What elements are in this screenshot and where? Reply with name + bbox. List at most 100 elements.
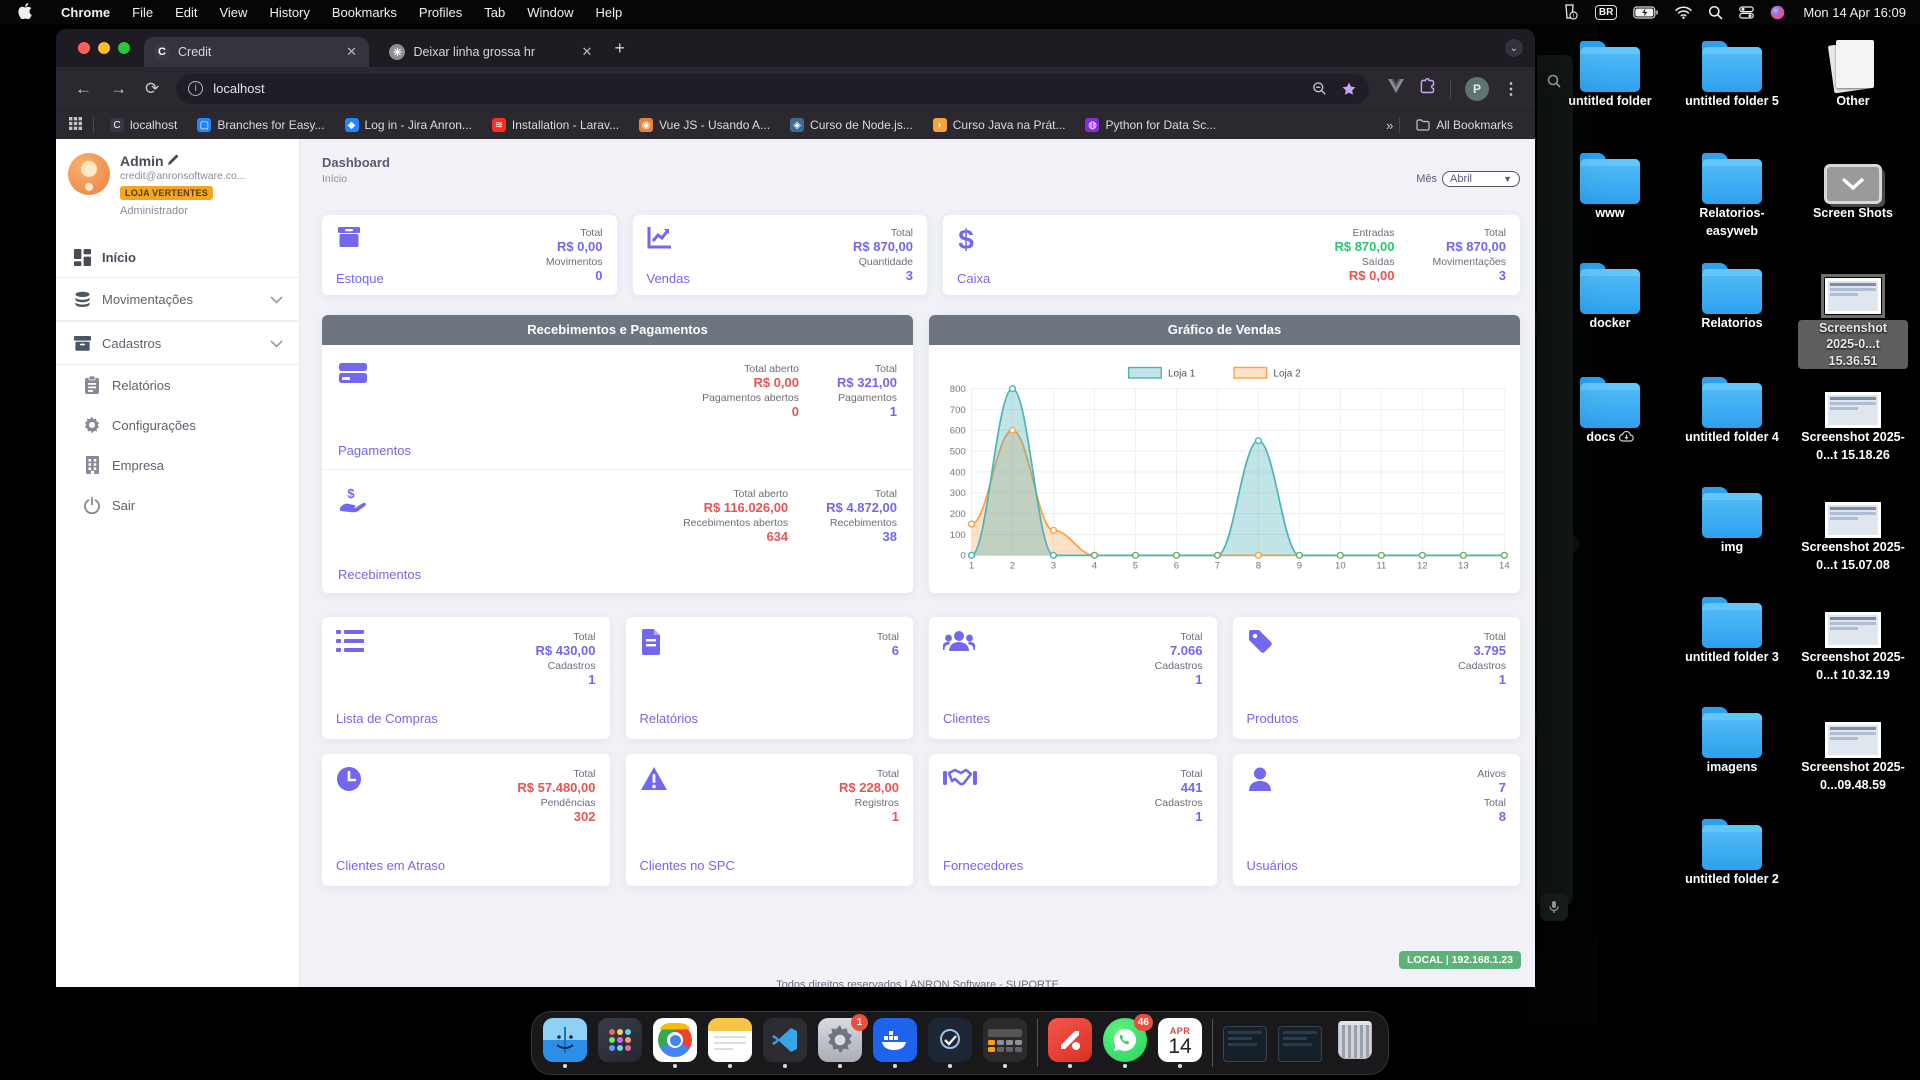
sidebar-item-relatorios[interactable]: Relatórios bbox=[56, 365, 299, 405]
desktop-icon-screenshot-2025-0-t-15-07-08[interactable]: Screenshot 2025-0...t 15.07.08 bbox=[1798, 482, 1908, 574]
card-label[interactable]: Clientes no SPC bbox=[639, 858, 735, 874]
desktop-icon-imagens[interactable]: imagens bbox=[1677, 702, 1787, 776]
dock-dark-app-icon[interactable] bbox=[927, 1018, 973, 1068]
panel-row-recebimentos[interactable]: $ Recebimentos Total aberto R$ 116.026,0… bbox=[322, 468, 913, 594]
card-label[interactable]: Estoque bbox=[336, 271, 384, 287]
spotlight-icon[interactable] bbox=[1708, 5, 1723, 20]
card-label[interactable]: Caixa bbox=[957, 271, 991, 287]
card-label[interactable]: Produtos bbox=[1246, 711, 1299, 727]
battery-icon[interactable] bbox=[1633, 5, 1659, 19]
menu-view[interactable]: View bbox=[219, 4, 248, 20]
search-icon[interactable] bbox=[1546, 73, 1562, 94]
input-source-indicator[interactable]: BR bbox=[1594, 4, 1618, 20]
card-estoque[interactable]: Estoque Total R$ 0,00 Movimentos 0 bbox=[322, 215, 617, 295]
sidebar-item-sair[interactable]: Sair bbox=[56, 485, 299, 525]
dock-red-app-icon[interactable] bbox=[1047, 1018, 1093, 1068]
menu-profiles[interactable]: Profiles bbox=[418, 4, 463, 20]
card-label[interactable]: Vendas bbox=[646, 271, 690, 287]
sidebar-item-movimentacoes[interactable]: Movimentações bbox=[56, 277, 299, 321]
card-relatorios[interactable]: Relatórios Total 6 bbox=[625, 617, 913, 739]
bookmark-item-1[interactable]: ▢ Branches for Easy... bbox=[197, 118, 325, 132]
site-info-icon[interactable]: i bbox=[188, 81, 204, 96]
minimize-window-button[interactable] bbox=[98, 42, 110, 54]
apps-grid-icon[interactable] bbox=[68, 116, 83, 134]
tab-search-icon[interactable]: ⌄ bbox=[1505, 39, 1523, 57]
bookmark-star-icon[interactable] bbox=[1341, 81, 1357, 97]
desktop-icon-img[interactable]: img bbox=[1677, 482, 1787, 556]
dock-settings-icon[interactable]: 1 bbox=[817, 1014, 868, 1068]
url-text[interactable]: localhost bbox=[213, 81, 265, 96]
bookmark-item-5[interactable]: ◈ Curso de Node.js... bbox=[790, 118, 913, 132]
menu-edit[interactable]: Edit bbox=[175, 4, 198, 20]
desktop-icon-relatorios[interactable]: Relatorios bbox=[1677, 258, 1787, 332]
card-produtos[interactable]: Produtos Total 3.795 Cadastros 1 bbox=[1232, 617, 1520, 739]
menu-help[interactable]: Help bbox=[595, 4, 623, 20]
desktop-icon-www[interactable]: www bbox=[1555, 148, 1665, 222]
desktop-icon-screenshot-2025-0-t-15-36-51[interactable]: Screenshot 2025-0...t 15.36.51 bbox=[1798, 258, 1908, 370]
address-bar[interactable]: i localhost bbox=[176, 73, 1369, 104]
menu-history[interactable]: History bbox=[269, 4, 310, 20]
zoom-page-icon[interactable] bbox=[1312, 81, 1327, 96]
profile-avatar[interactable]: P bbox=[1465, 76, 1489, 101]
dock-calendar-icon[interactable]: APR 14 bbox=[1157, 1018, 1203, 1068]
month-select[interactable]: Abril ▼ bbox=[1442, 171, 1520, 187]
forward-icon[interactable]: → bbox=[110, 78, 127, 98]
microphone-icon[interactable] bbox=[1540, 893, 1568, 921]
browser-tab-0[interactable]: C Credit ✕ bbox=[144, 37, 369, 67]
vue-devtools-icon[interactable] bbox=[1387, 78, 1405, 99]
desktop-icon-untitled-folder-2[interactable]: untitled folder 2 bbox=[1677, 814, 1787, 888]
sidebar-item-cadastros[interactable]: Cadastros bbox=[56, 321, 299, 365]
dock-minimized-window-icon[interactable] bbox=[1222, 1018, 1268, 1068]
panel-row-label[interactable]: Recebimentos bbox=[338, 567, 422, 583]
card-usuarios[interactable]: Usuários Ativos 7 Total 8 bbox=[1232, 754, 1520, 886]
dock-minimized-window-icon[interactable] bbox=[1277, 1018, 1323, 1068]
sidebar-item-inicio[interactable]: Início bbox=[56, 237, 299, 277]
dock-chrome-icon[interactable] bbox=[652, 1018, 698, 1068]
desktop-icon-untitled-folder-5[interactable]: untitled folder 5 bbox=[1677, 36, 1787, 110]
dock-launchpad-icon[interactable] bbox=[597, 1018, 643, 1068]
card-label[interactable]: Fornecedores bbox=[943, 858, 1024, 874]
desktop-icon-relatorios-easyweb[interactable]: Relatorios-easyweb bbox=[1677, 148, 1787, 240]
bookmark-item-2[interactable]: ◆ Log in - Jira Anron... bbox=[344, 118, 472, 132]
edit-profile-icon[interactable] bbox=[167, 153, 179, 169]
dock-calculator-icon[interactable] bbox=[982, 1018, 1028, 1068]
sidebar-item-configuracoes[interactable]: Configurações bbox=[56, 405, 299, 445]
control-center-icon[interactable] bbox=[1739, 5, 1755, 19]
user-avatar[interactable] bbox=[68, 153, 110, 195]
desktop-icon-screenshot-2025-0-t-15-18-26[interactable]: Screenshot 2025-0...t 15.18.26 bbox=[1798, 372, 1908, 464]
panel-row-label[interactable]: Pagamentos bbox=[338, 442, 411, 458]
card-clientes-em-atraso[interactable]: Clientes em Atraso Total R$ 57.480,00 Pe… bbox=[322, 754, 610, 886]
dock-whatsapp-icon[interactable]: 46 bbox=[1102, 1014, 1153, 1068]
dock-notes-icon[interactable] bbox=[707, 1018, 753, 1068]
desktop-icon-docker[interactable]: docker bbox=[1555, 258, 1665, 332]
dock-docker-icon[interactable] bbox=[872, 1018, 918, 1068]
back-icon[interactable]: ← bbox=[75, 78, 92, 98]
sidebar-item-empresa[interactable]: Empresa bbox=[56, 445, 299, 485]
browser-tab-1[interactable]: ✳ Deixar linha grossa hr ✕ bbox=[379, 37, 604, 67]
wifi-icon[interactable] bbox=[1675, 6, 1693, 19]
dock-trash-icon[interactable] bbox=[1332, 1018, 1378, 1068]
status-app-icon[interactable]: ! bbox=[1561, 4, 1579, 20]
desktop-icon-screen-shots[interactable]: Screen Shots bbox=[1798, 148, 1908, 222]
close-tab-icon[interactable]: ✕ bbox=[346, 44, 357, 59]
new-tab-button[interactable]: + bbox=[614, 38, 625, 58]
all-bookmarks-button[interactable]: All Bookmarks bbox=[1416, 118, 1513, 132]
apple-logo-icon[interactable] bbox=[18, 2, 32, 22]
menu-window[interactable]: Window bbox=[527, 4, 574, 20]
card-label[interactable]: Clientes em Atraso bbox=[336, 858, 446, 874]
desktop-icon-docs[interactable]: docs bbox=[1555, 372, 1665, 446]
menu-file[interactable]: File bbox=[132, 4, 154, 20]
desktop-icon-screenshot-2025-0-09-48-59[interactable]: Screenshot 2025-0...09.48.59 bbox=[1798, 702, 1908, 794]
menu-clock[interactable]: Mon 14 Apr 16:09 bbox=[1803, 4, 1906, 20]
close-window-button[interactable] bbox=[78, 42, 90, 54]
bookmark-item-3[interactable]: ≋ Installation - Larav... bbox=[491, 118, 619, 132]
card-label[interactable]: Usuários bbox=[1246, 858, 1298, 874]
dock-finder-icon[interactable] bbox=[542, 1018, 588, 1068]
close-tab-icon[interactable]: ✕ bbox=[581, 44, 593, 59]
background-window[interactable] bbox=[1537, 55, 1573, 905]
menu-chrome[interactable]: Chrome bbox=[61, 4, 111, 20]
card-fornecedores[interactable]: Fornecedores Total 441 Cadastros 1 bbox=[929, 754, 1217, 886]
card-label[interactable]: Lista de Compras bbox=[336, 711, 438, 727]
desktop-icon-untitled-folder-4[interactable]: untitled folder 4 bbox=[1677, 372, 1787, 446]
